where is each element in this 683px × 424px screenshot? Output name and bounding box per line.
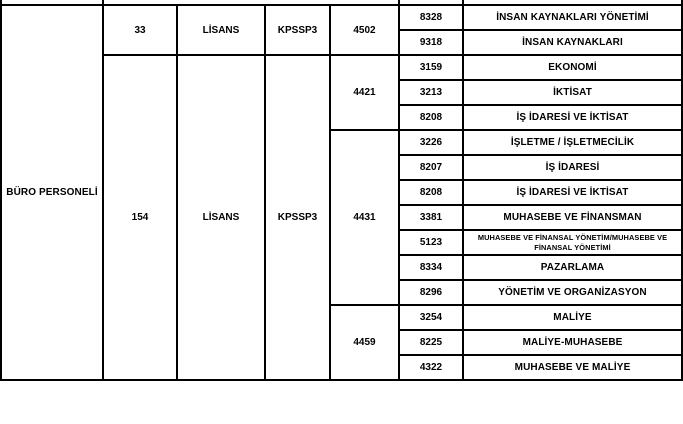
program-code-cell: 8296 bbox=[398, 279, 464, 306]
program-name-cell: PAZARLAMA bbox=[462, 254, 683, 281]
program-code-cell: 8208 bbox=[398, 104, 464, 131]
exam-score-type-cell: KPSSP3 bbox=[264, 4, 331, 56]
program-name-cell: İNSAN KAYNAKLARI bbox=[462, 29, 683, 56]
program-name-cell: MALİYE-MUHASEBE bbox=[462, 329, 683, 356]
job-quota-table: BÜRO PERSONELİ 33 LİSANS KPSSP3 4502 832… bbox=[0, 0, 683, 381]
table-row: 8207 İŞ İDARESİ bbox=[1, 154, 683, 181]
education-level-cell: LİSANS bbox=[176, 54, 266, 381]
quota-count-cell: 154 bbox=[102, 54, 178, 381]
nitelik-code-cell: 4431 bbox=[329, 129, 400, 306]
nitelik-code-cell: 4502 bbox=[329, 4, 400, 56]
program-name-cell: YÖNETİM VE ORGANİZASYON bbox=[462, 279, 683, 306]
exam-score-type-cell: KPSSP3 bbox=[264, 54, 331, 381]
program-name-cell: MALİYE bbox=[462, 304, 683, 331]
program-code-cell: 5123 bbox=[398, 229, 464, 256]
program-code-cell: 3226 bbox=[398, 129, 464, 156]
program-code-cell: 3213 bbox=[398, 79, 464, 106]
table-row: 8296 YÖNETİM VE ORGANİZASYON bbox=[1, 279, 683, 306]
table-row: 4322 MUHASEBE VE MALİYE bbox=[1, 354, 683, 381]
program-code-cell: 8334 bbox=[398, 254, 464, 281]
program-code-cell: 3159 bbox=[398, 54, 464, 81]
program-name-cell: İKTİSAT bbox=[462, 79, 683, 106]
table-row: 3381 MUHASEBE VE FİNANSMAN bbox=[1, 204, 683, 231]
program-code-cell: 3254 bbox=[398, 304, 464, 331]
position-title-cell: BÜRO PERSONELİ bbox=[0, 4, 104, 381]
program-code-cell: 9318 bbox=[398, 29, 464, 56]
prev-row-cell bbox=[102, 0, 400, 6]
quota-count-cell: 33 bbox=[102, 4, 178, 56]
prev-row-cell bbox=[398, 0, 464, 6]
table-row: BÜRO PERSONELİ 33 LİSANS KPSSP3 4502 832… bbox=[0, 4, 683, 381]
program-name-cell: İŞ İDARESİ VE İKTİSAT bbox=[462, 104, 683, 131]
nitelik-code-cell: 4421 bbox=[329, 54, 400, 131]
table-row: 8334 PAZARLAMA bbox=[1, 254, 683, 281]
table-row: 8225 MALİYE-MUHASEBE bbox=[1, 329, 683, 356]
table-row: 9318 İNSAN KAYNAKLARI bbox=[1, 29, 683, 56]
prev-row-cell bbox=[462, 0, 683, 6]
program-code-cell: 8207 bbox=[398, 154, 464, 181]
program-code-cell: 8328 bbox=[398, 4, 464, 31]
table-row: 4431 3226 İŞLETME / İŞLETMECİLİK bbox=[1, 129, 683, 306]
program-name-cell: MUHASEBE VE MALİYE bbox=[462, 354, 683, 381]
program-code-cell: 8208 bbox=[398, 179, 464, 206]
program-name-cell: İŞLETME / İŞLETMECİLİK bbox=[462, 129, 683, 156]
nitelik-code-cell: 4459 bbox=[329, 304, 400, 381]
prev-row-cell bbox=[0, 0, 104, 6]
table-row: 154 LİSANS KPSSP3 4421 3159 EKONOMİ bbox=[1, 54, 683, 381]
program-name-cell: MUHASEBE VE FİNANSMAN bbox=[462, 204, 683, 231]
program-name-cell: İŞ İDARESİ VE İKTİSAT bbox=[462, 179, 683, 206]
table-row: 8208 İŞ İDARESİ VE İKTİSAT bbox=[1, 179, 683, 206]
program-code-cell: 4322 bbox=[398, 354, 464, 381]
program-code-cell: 3381 bbox=[398, 204, 464, 231]
table-row: 5123 MUHASEBE VE FİNANSAL YÖNETİM/MUHASE… bbox=[1, 229, 683, 256]
program-name-cell: İŞ İDARESİ bbox=[462, 154, 683, 181]
table-row: 4459 3254 MALİYE bbox=[1, 304, 683, 381]
program-name-cell: MUHASEBE VE FİNANSAL YÖNETİM/MUHASEBE VE… bbox=[462, 229, 683, 256]
table-row: 3213 İKTİSAT bbox=[1, 79, 683, 106]
table-row: 8208 İŞ İDARESİ VE İKTİSAT bbox=[1, 104, 683, 131]
program-name-cell: EKONOMİ bbox=[462, 54, 683, 81]
education-level-cell: LİSANS bbox=[176, 4, 266, 56]
program-code-cell: 8225 bbox=[398, 329, 464, 356]
program-name-cell: İNSAN KAYNAKLARI YÖNETİMİ bbox=[462, 4, 683, 31]
previous-row-fragment bbox=[0, 0, 683, 6]
